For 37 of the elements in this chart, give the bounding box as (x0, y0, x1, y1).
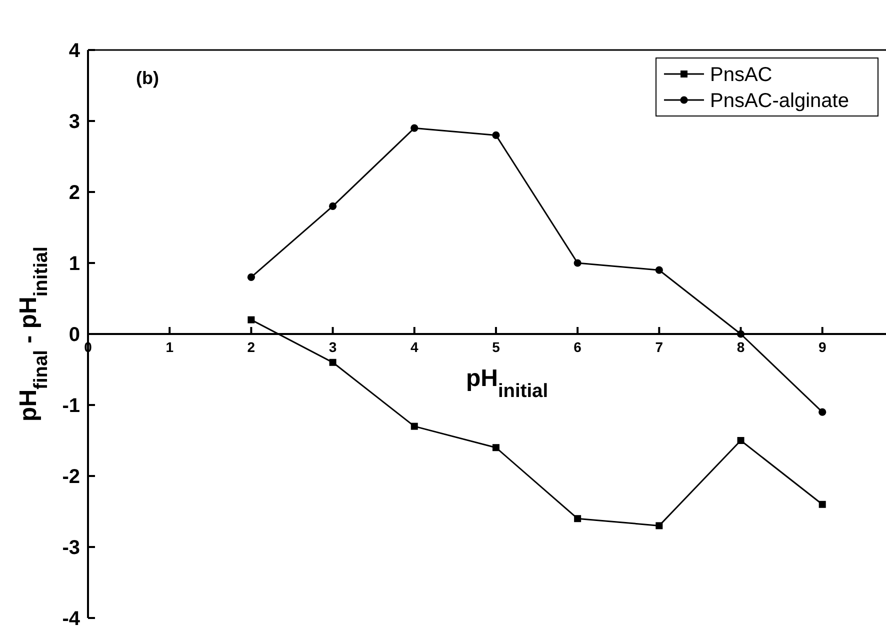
point (410, 422, 418, 430)
x-tick-label: 8 (736, 339, 745, 355)
point (736, 330, 745, 338)
x-tick-label: 5 (492, 339, 500, 355)
x-tick-label: 7 (655, 339, 664, 355)
point (656, 522, 663, 530)
point (818, 500, 826, 508)
point (328, 202, 337, 210)
point (410, 124, 418, 132)
y-tick-label: 3 (68, 111, 80, 133)
legend-label: PnsAC-alginate (710, 90, 849, 112)
point (574, 259, 582, 267)
point (737, 437, 744, 444)
legend-label: PnsAC (710, 64, 772, 86)
y-tick-label: -2 (62, 466, 80, 488)
x-axis-title: pH$_{initial}$ (466, 365, 548, 402)
point (818, 408, 826, 416)
x-tick-label: 9 (818, 339, 826, 355)
y-tick-label: -4 (62, 608, 81, 628)
x-tick-label: 3 (328, 339, 337, 355)
point (492, 444, 500, 452)
annotation: (b) (136, 68, 159, 88)
y-tick-label: -3 (62, 537, 80, 559)
point (329, 358, 336, 366)
point (655, 266, 663, 274)
point (248, 316, 255, 324)
y-tick-label: 4 (68, 40, 81, 62)
y-tick-label: -1 (62, 395, 80, 417)
point (574, 515, 582, 522)
x-tick-label: 6 (574, 339, 582, 355)
x-tick-label: 4 (410, 339, 418, 355)
point (247, 273, 255, 281)
y-tick-label: 1 (68, 253, 80, 275)
x-tick-label: 2 (247, 339, 256, 355)
y-tick-label: 2 (68, 182, 80, 204)
point (492, 131, 500, 139)
x-tick-label: 1 (166, 339, 174, 355)
